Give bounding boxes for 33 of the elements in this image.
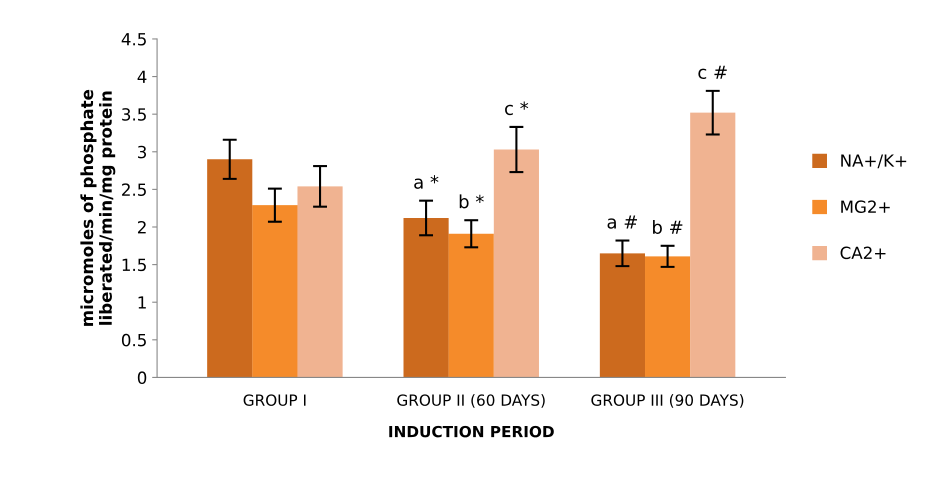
x-tick-label: GROUP III (90 DAYS) [591, 394, 744, 408]
y-tick-label: 2.5 [122, 183, 146, 196]
x-tick-label: GROUP I [244, 394, 306, 406]
bar [600, 253, 646, 378]
bar [494, 150, 539, 378]
bar [645, 256, 690, 378]
legend-label: CA2+ [840, 246, 886, 260]
bar [252, 205, 298, 378]
x-tick-label: GROUP II (60 DAYS) [397, 394, 545, 408]
y-tick-label: 4 [138, 70, 146, 83]
bar [207, 159, 252, 378]
bar [690, 112, 736, 378]
annotation: c * [505, 101, 528, 116]
y-tick-label: 0.5 [122, 334, 146, 346]
annotation: c # [698, 66, 727, 80]
y-tick-label: 4.5 [122, 33, 146, 46]
y-tick-label: 3 [138, 146, 146, 158]
annotation: a # [608, 215, 638, 229]
y-tick-label: 1 [138, 296, 146, 309]
annotation: b # [653, 220, 682, 234]
annotation: b * [460, 194, 484, 208]
y-tick-label: 3.5 [122, 108, 146, 121]
bar [297, 186, 343, 378]
y-tick-label: 2 [138, 220, 146, 234]
legend-label: MG2+ [841, 200, 890, 214]
annotation: a * [414, 175, 438, 189]
y-tick-label: 1.5 [122, 258, 146, 272]
bar [404, 218, 449, 378]
bar [448, 234, 494, 378]
x-axis-title: INDUCTION PERIOD [389, 426, 554, 438]
legend-label: NA+/K+ [841, 154, 906, 168]
y-tick-label: 0 [138, 371, 146, 384]
y-axis-title: micromoles of phosphate liberated/min/mg protein [80, 90, 116, 326]
